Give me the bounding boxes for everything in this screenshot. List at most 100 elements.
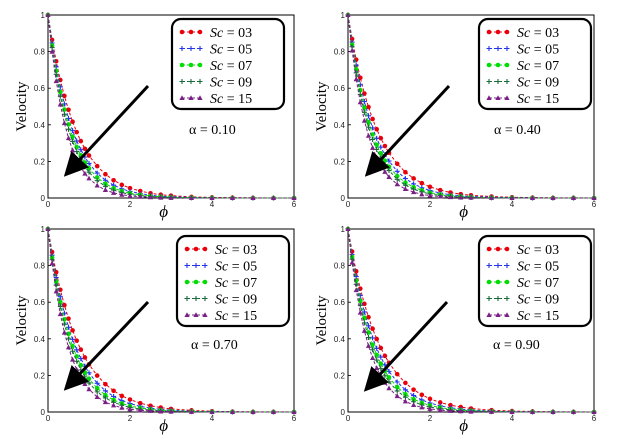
legend-marker: [188, 29, 194, 35]
legend-label: Sc = 05: [517, 260, 559, 275]
y-tick-label: 1: [341, 225, 346, 234]
data-point: [437, 193, 443, 199]
data-point: [86, 386, 92, 392]
y-tick-label: 0: [341, 194, 346, 203]
legend-marker: [193, 263, 199, 268]
x-tick-label: 6: [292, 414, 297, 423]
alpha-label: α = 0.40: [494, 123, 541, 138]
legend-label: Sc = 09: [517, 293, 559, 308]
data-point: [509, 195, 515, 200]
data-point: [403, 380, 408, 386]
legend-marker: [202, 312, 208, 317]
y-tick-label: 1: [41, 225, 46, 234]
x-axis-label: ϕ: [459, 416, 468, 435]
data-point: [250, 409, 256, 414]
data-point: [437, 400, 443, 405]
data-point: [366, 335, 371, 341]
series-line: [47, 14, 294, 199]
y-tick-label: 0.6: [334, 298, 346, 307]
y-axis-label: Velocity: [314, 295, 330, 345]
y-tick-label: 0: [41, 408, 46, 417]
data-point: [550, 409, 556, 414]
data-point: [358, 75, 363, 81]
trend-arrow-icon: [63, 84, 150, 177]
legend-marker: [197, 46, 203, 51]
legend-label: Sc = 07: [517, 276, 559, 291]
data-point: [427, 184, 433, 190]
data-point: [70, 356, 76, 362]
legend-marker: [202, 263, 208, 268]
data-point: [70, 147, 76, 153]
legend-marker: [184, 296, 190, 301]
data-point: [78, 356, 84, 362]
data-point: [158, 408, 164, 414]
data-point: [119, 182, 125, 188]
data-point: [357, 309, 363, 315]
legend-marker: [486, 46, 492, 51]
data-point: [127, 397, 133, 402]
legend-label: Sc = 07: [215, 276, 257, 291]
data-point: [419, 180, 425, 186]
data-point: [102, 388, 108, 394]
y-tick-label: 0.8: [34, 262, 46, 271]
data-point: [437, 187, 443, 193]
legend-marker: [486, 312, 492, 317]
data-point: [402, 398, 408, 404]
data-point: [374, 365, 380, 371]
x-tick-label: 2: [428, 414, 433, 423]
data-point: [394, 173, 400, 179]
legend-label: Sc = 07: [517, 59, 559, 74]
data-point: [188, 195, 195, 200]
data-point: [427, 406, 433, 411]
data-point: [102, 187, 108, 192]
legend-marker: [495, 46, 501, 51]
data-point: [394, 388, 400, 394]
legend-marker: [504, 29, 510, 35]
data-point: [437, 407, 443, 413]
x-axis-label: ϕ: [159, 416, 168, 435]
data-point: [353, 287, 359, 293]
series-line: [347, 228, 594, 413]
data-point: [94, 182, 100, 188]
data-point: [509, 409, 515, 414]
x-tick-label: 0: [46, 414, 51, 423]
data-point: [61, 120, 67, 126]
data-point: [103, 392, 108, 398]
data-point: [74, 338, 79, 343]
x-tick-label: 2: [128, 200, 133, 209]
data-point: [45, 226, 51, 231]
data-point: [411, 176, 416, 181]
data-point: [394, 168, 400, 174]
legend-label: Sc = 09: [215, 293, 257, 308]
y-tick-label: 0.2: [34, 157, 46, 166]
series-line: [47, 14, 294, 199]
x-tick-label: 2: [428, 200, 433, 209]
data-point: [361, 309, 367, 315]
data-point: [366, 124, 371, 130]
series-line: [47, 14, 294, 199]
data-point: [353, 281, 359, 287]
alpha-label: α = 0.10: [189, 123, 236, 138]
data-point: [74, 129, 79, 135]
data-point: [119, 404, 125, 410]
data-point: [411, 387, 416, 392]
data-point: [137, 193, 143, 199]
x-tick-label: 6: [592, 200, 597, 209]
data-point: [427, 396, 433, 402]
data-point: [57, 294, 63, 300]
data-point: [402, 176, 408, 182]
legend-marker: [179, 29, 185, 35]
y-axis-label: Velocity: [14, 81, 30, 131]
legend-marker: [179, 79, 185, 84]
legend-marker: [193, 246, 199, 252]
x-tick-label: 6: [592, 414, 597, 423]
data-point: [378, 354, 384, 360]
data-point: [57, 303, 63, 309]
data-point: [349, 47, 355, 53]
data-point: [394, 161, 400, 167]
legend-marker: [193, 296, 199, 301]
data-point: [365, 132, 372, 138]
data-point: [94, 178, 100, 184]
data-point: [370, 145, 376, 150]
legend-marker: [486, 62, 492, 68]
